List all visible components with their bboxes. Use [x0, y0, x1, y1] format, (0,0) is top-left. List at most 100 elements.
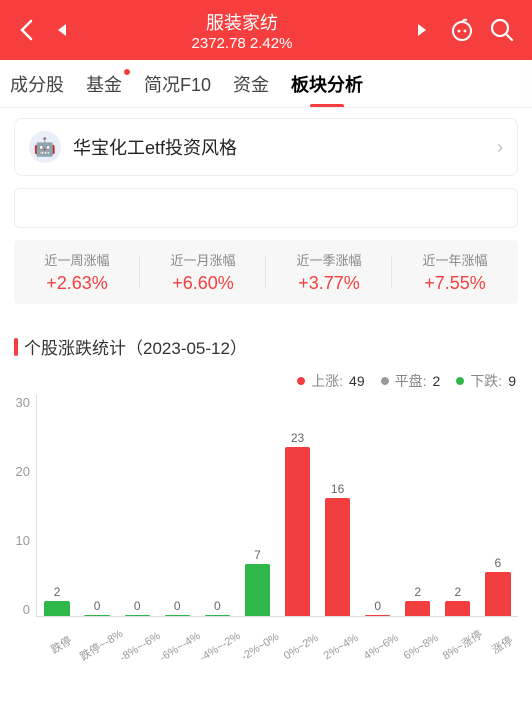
tab-1[interactable]: 基金 [84, 61, 124, 107]
back-icon [19, 19, 33, 41]
bar-value: 0 [174, 599, 181, 613]
triangle-right-icon [415, 22, 429, 38]
search-button[interactable] [482, 17, 522, 43]
tab-0[interactable]: 成分股 [8, 61, 66, 107]
legend-count: 9 [508, 373, 516, 389]
stat-value: +7.55% [392, 273, 518, 294]
bar-col-0[interactable]: 2跌停 [39, 395, 75, 616]
bar-label: 跌停 [48, 632, 75, 657]
legend-count: 2 [433, 373, 441, 389]
change-pct: 2.42% [250, 35, 293, 52]
stat-value: +6.60% [140, 273, 266, 294]
stat-label: 近一季涨幅 [266, 250, 392, 269]
stat-value: +2.63% [14, 273, 140, 294]
bar-value: 2 [54, 585, 61, 599]
placeholder-box [14, 188, 518, 228]
bar-value: 0 [94, 599, 101, 613]
bar-value: 16 [331, 482, 344, 496]
bar-col-4[interactable]: 0-4%~-2% [199, 395, 235, 616]
next-button[interactable] [402, 22, 442, 38]
prev-button[interactable] [42, 22, 82, 38]
bar-col-6[interactable]: 230%~2% [279, 395, 315, 616]
bar-col-2[interactable]: 0-8%~-6% [119, 395, 155, 616]
tab-4[interactable]: 板块分析 [289, 61, 365, 107]
bar-col-10[interactable]: 28%~涨停 [440, 395, 476, 616]
notification-dot [124, 69, 130, 75]
bar-value: 2 [414, 585, 421, 599]
bar [325, 498, 350, 616]
bar-chart: 3020100 2跌停0跌停~-8%0-8%~-6%0-6%~-4%0-4%~-… [0, 395, 532, 705]
chart-legend: 上涨: 49 平盘: 2 下跌: 9 [0, 359, 532, 395]
bar-value: 0 [134, 599, 141, 613]
bar [165, 615, 190, 616]
stat-1[interactable]: 近一月涨幅 +6.60% [140, 250, 266, 294]
y-tick: 30 [16, 395, 30, 410]
banner-text: 华宝化工etf投资风格 [73, 134, 485, 160]
y-tick: 0 [23, 602, 30, 617]
legend-label: 下跌: [470, 371, 502, 391]
bar-value: 0 [374, 599, 381, 613]
y-tick: 10 [16, 533, 30, 548]
header-subtitle: 2372.78 2.42% [82, 35, 402, 52]
stat-label: 近一月涨幅 [140, 250, 266, 269]
header-title: 服装家纺 [82, 9, 402, 35]
bar [205, 615, 230, 616]
section-title: 个股涨跌统计（2023-05-12） [14, 334, 518, 359]
chart-plot: 2跌停0跌停~-8%0-8%~-6%0-6%~-4%0-4%~-2%7-2%~0… [36, 395, 518, 617]
header-bar: 服装家纺 2372.78 2.42% [0, 0, 532, 60]
bar-col-1[interactable]: 0跌停~-8% [79, 395, 115, 616]
bar [485, 572, 510, 616]
bar-value: 23 [291, 431, 304, 445]
bar-value: 6 [495, 556, 502, 570]
legend-dot-icon [456, 377, 464, 385]
legend-up: 上涨: 49 [297, 371, 364, 391]
header-center[interactable]: 服装家纺 2372.78 2.42% [82, 9, 402, 52]
legend-dot-icon [297, 377, 305, 385]
stat-2[interactable]: 近一季涨幅 +3.77% [266, 250, 392, 294]
stat-label: 近一年涨幅 [392, 250, 518, 269]
legend-count: 49 [349, 373, 365, 389]
stat-value: +3.77% [266, 273, 392, 294]
tab-2[interactable]: 简况F10 [142, 61, 213, 107]
period-stats: 近一周涨幅 +2.63%近一月涨幅 +6.60%近一季涨幅 +3.77%近一年涨幅 +7… [14, 240, 518, 304]
back-button[interactable] [10, 19, 42, 41]
stat-label: 近一周涨幅 [14, 250, 140, 269]
bar-label: 涨停 [489, 632, 516, 657]
bar-col-8[interactable]: 04%~6% [360, 395, 396, 616]
bar-value: 2 [454, 585, 461, 599]
bar [84, 615, 109, 616]
bar [44, 601, 69, 616]
robot-icon: 🤖 [29, 131, 61, 163]
triangle-left-icon [55, 22, 69, 38]
legend-label: 上涨: [311, 371, 343, 391]
index-value: 2372.78 [192, 35, 246, 52]
stat-3[interactable]: 近一年涨幅 +7.55% [392, 250, 518, 294]
banner[interactable]: 🤖 华宝化工etf投资风格 › [14, 118, 518, 176]
legend-dot-icon [381, 377, 389, 385]
tab-bar: 成分股基金简况F10 资金板块分析 [0, 60, 532, 108]
legend-label: 平盘: [395, 371, 427, 391]
assistant-button[interactable] [442, 17, 482, 43]
y-tick: 20 [16, 464, 30, 479]
tab-3[interactable]: 资金 [231, 61, 271, 107]
stat-0[interactable]: 近一周涨幅 +2.63% [14, 250, 140, 294]
bar-col-11[interactable]: 6涨停 [480, 395, 516, 616]
bar-col-5[interactable]: 7-2%~0% [239, 395, 275, 616]
bar [245, 564, 270, 616]
y-axis: 30 20 10 0 [6, 395, 36, 655]
legend-down: 下跌: 9 [456, 371, 516, 391]
bar [445, 601, 470, 616]
bar [125, 615, 150, 616]
chevron-right-icon: › [497, 137, 503, 158]
bar-col-3[interactable]: 0-6%~-4% [159, 395, 195, 616]
bar-value: 7 [254, 548, 261, 562]
legend-flat: 平盘: 2 [381, 371, 441, 391]
search-icon [489, 17, 515, 43]
assistant-icon [448, 17, 476, 43]
bar [365, 615, 390, 616]
bar-value: 0 [214, 599, 221, 613]
bar-col-7[interactable]: 162%~4% [320, 395, 356, 616]
bar [405, 601, 430, 616]
bar [285, 447, 310, 616]
bar-col-9[interactable]: 26%~8% [400, 395, 436, 616]
